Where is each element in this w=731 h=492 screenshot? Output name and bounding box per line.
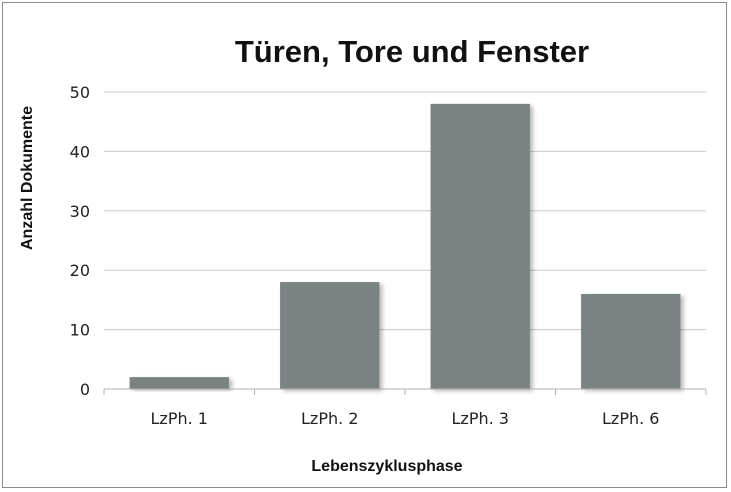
y-axis-title: Anzahl Dokumente bbox=[19, 106, 36, 250]
x-category-label: LzPh. 6 bbox=[602, 409, 659, 428]
x-axis-category-labels: LzPh. 1 LzPh. 2 LzPh. 3 LzPh. 6 bbox=[151, 409, 660, 428]
bar-2 bbox=[280, 282, 380, 389]
x-category-label: LzPh. 2 bbox=[301, 409, 358, 428]
x-category-label: LzPh. 1 bbox=[151, 409, 208, 428]
y-axis-tick-labels: 0 10 20 30 40 50 bbox=[70, 83, 90, 399]
y-tick-label: 40 bbox=[70, 142, 90, 161]
y-tick-label: 10 bbox=[70, 321, 90, 340]
x-category-label: LzPh. 3 bbox=[452, 409, 509, 428]
y-tick-label: 50 bbox=[70, 83, 90, 102]
bar-3 bbox=[430, 103, 530, 389]
y-tick-label: 30 bbox=[70, 202, 90, 221]
x-axis-title: Lebenszyklusphase bbox=[311, 458, 462, 475]
y-tick-label: 20 bbox=[70, 261, 90, 280]
x-axis bbox=[103, 388, 707, 395]
y-tick-label: 0 bbox=[80, 380, 90, 399]
bars bbox=[129, 103, 681, 389]
chart-title: Türen, Tore und Fenster bbox=[235, 34, 589, 69]
chart-frame bbox=[2, 2, 727, 488]
bar-4 bbox=[581, 293, 681, 389]
bar-1 bbox=[129, 377, 229, 389]
